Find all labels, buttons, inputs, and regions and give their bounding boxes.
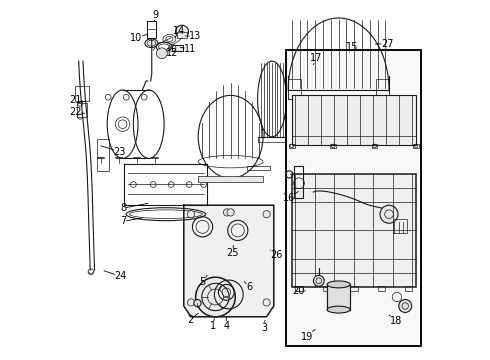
Bar — [288, 79, 301, 99]
Bar — [286, 50, 421, 346]
Bar — [75, 86, 89, 101]
Text: 24: 24 — [104, 271, 127, 282]
Bar — [376, 79, 389, 99]
Bar — [286, 50, 421, 346]
Bar — [198, 176, 263, 182]
Text: 25: 25 — [226, 246, 239, 258]
Bar — [392, 219, 407, 233]
Circle shape — [399, 300, 412, 312]
Bar — [378, 286, 385, 291]
Text: 20: 20 — [292, 286, 305, 296]
Circle shape — [314, 275, 324, 286]
Bar — [147, 21, 156, 38]
Text: 5: 5 — [199, 275, 207, 287]
Bar — [289, 144, 294, 148]
Bar — [295, 286, 303, 291]
Text: 16: 16 — [283, 192, 298, 203]
Ellipse shape — [327, 306, 350, 313]
Bar — [247, 166, 270, 170]
Circle shape — [263, 211, 270, 218]
Circle shape — [223, 209, 231, 216]
Text: 11: 11 — [180, 44, 196, 54]
Text: 9: 9 — [153, 10, 159, 22]
Text: 3: 3 — [262, 320, 268, 333]
Bar — [258, 137, 286, 142]
Bar — [323, 286, 330, 291]
Circle shape — [196, 277, 235, 317]
Text: 23: 23 — [101, 146, 126, 157]
Circle shape — [380, 205, 398, 223]
Circle shape — [187, 211, 195, 218]
Circle shape — [263, 299, 270, 306]
Bar — [405, 286, 413, 291]
Text: 2: 2 — [187, 313, 198, 325]
Bar — [413, 144, 419, 148]
Text: 14: 14 — [173, 26, 186, 38]
Bar — [177, 32, 187, 38]
Text: 6: 6 — [245, 282, 252, 292]
Text: 12: 12 — [166, 47, 178, 58]
Bar — [350, 286, 358, 291]
Bar — [327, 284, 350, 310]
Text: 15: 15 — [346, 42, 359, 52]
Polygon shape — [184, 205, 274, 317]
Circle shape — [156, 48, 167, 59]
Text: 1: 1 — [210, 319, 216, 331]
Text: 10: 10 — [130, 33, 148, 43]
Bar — [76, 103, 87, 117]
Circle shape — [175, 25, 189, 38]
Text: 13: 13 — [186, 31, 201, 41]
Bar — [98, 139, 109, 171]
Text: 18: 18 — [389, 315, 402, 326]
Text: 27: 27 — [375, 39, 393, 49]
Text: 4: 4 — [223, 318, 229, 331]
Text: 8: 8 — [120, 203, 148, 213]
Text: 21: 21 — [69, 95, 85, 105]
Text: 19: 19 — [301, 329, 315, 342]
Circle shape — [194, 300, 201, 307]
Bar — [172, 45, 183, 51]
Text: 7: 7 — [120, 216, 143, 226]
Bar — [294, 166, 303, 198]
Text: 17: 17 — [310, 53, 322, 65]
Bar — [292, 95, 416, 145]
Bar — [292, 174, 416, 287]
Text: 22: 22 — [69, 107, 85, 117]
Circle shape — [187, 299, 195, 306]
Ellipse shape — [327, 281, 350, 288]
Bar — [288, 90, 389, 99]
Bar — [330, 144, 336, 148]
Text: 26: 26 — [270, 250, 283, 260]
Bar — [372, 144, 377, 148]
Circle shape — [227, 209, 234, 216]
